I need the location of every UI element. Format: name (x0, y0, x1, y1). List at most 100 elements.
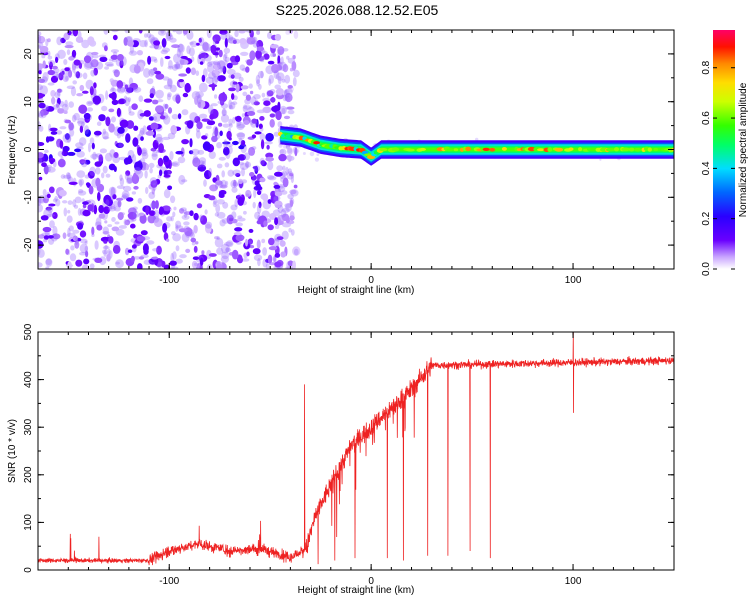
noise-blob (41, 162, 47, 168)
noise-blob (220, 32, 227, 40)
noise-blob (116, 87, 121, 93)
noise-blob (290, 189, 299, 197)
noise-blob (154, 209, 160, 219)
noise-blob (38, 262, 43, 268)
noise-blob (127, 97, 132, 103)
noise-blob (67, 200, 73, 205)
noise-blob (132, 137, 139, 147)
noise-blob (45, 104, 49, 111)
noise-blob (84, 245, 89, 253)
noise-blob (116, 107, 121, 117)
noise-blob (104, 66, 110, 70)
noise-blob (105, 90, 109, 100)
noise-blob (198, 82, 208, 93)
noise-dot (279, 149, 285, 154)
noise-blob (277, 49, 284, 55)
noise-blob (223, 139, 228, 150)
noise-blob (131, 244, 137, 249)
noise-blob (69, 123, 75, 131)
noise-blob (89, 137, 95, 145)
noise-blob (167, 79, 173, 88)
noise-blob (98, 205, 105, 214)
noise-blob (172, 30, 177, 33)
figure-title: S225.2026.088.12.52.E05 (276, 2, 439, 18)
noise-blob (45, 207, 51, 212)
noise-blob (46, 193, 51, 199)
noise-blob (198, 101, 202, 108)
noise-blob (152, 139, 159, 150)
noise-blob (224, 37, 228, 48)
noise-blob (49, 220, 55, 229)
noise-blob (281, 230, 289, 240)
noise-blob (160, 57, 164, 67)
noise-blob (72, 229, 80, 234)
noise-blob (66, 232, 76, 238)
noise-blob (70, 245, 75, 251)
noise-blob (226, 68, 236, 75)
noise-blob (91, 51, 99, 56)
noise-blob (284, 88, 293, 95)
noise-blob (118, 98, 126, 105)
noise-blob (117, 212, 124, 221)
noise-blob (179, 59, 189, 65)
noise-blob (236, 217, 246, 222)
noise-blob (105, 152, 113, 162)
noise-dot (316, 153, 320, 157)
noise-blob (56, 36, 63, 46)
noise-blob (65, 41, 74, 46)
noise-blob (85, 250, 89, 258)
noise-blob (68, 56, 75, 61)
noise-blob (273, 131, 280, 137)
noise-blob (228, 99, 233, 110)
noise-blob (113, 69, 120, 78)
noise-blob (289, 215, 295, 221)
noise-blob (284, 92, 293, 103)
noise-blob (160, 49, 168, 55)
noise-blob (237, 215, 243, 219)
noise-blob (189, 41, 194, 45)
noise-blob (239, 38, 247, 45)
noise-blob (198, 51, 207, 61)
noise-blob (241, 258, 250, 262)
noise-blob (94, 161, 102, 167)
noise-blob (188, 47, 195, 57)
noise-blob (87, 204, 94, 212)
noise-blob (111, 217, 116, 222)
noise-blob (87, 101, 96, 105)
noise-blob (49, 127, 58, 132)
noise-blob (267, 60, 275, 65)
noise-blob (149, 177, 158, 186)
noise-blob (162, 103, 167, 112)
noise-blob (132, 206, 138, 211)
noise-blob (169, 150, 174, 161)
noise-blob (226, 143, 234, 147)
noise-blob (139, 158, 146, 163)
noise-blob (217, 180, 224, 189)
noise-blob (67, 227, 71, 237)
noise-blob (56, 103, 59, 108)
noise-blob (83, 55, 92, 64)
noise-blob (224, 52, 228, 59)
noise-blob (56, 130, 63, 135)
noise-blob (254, 211, 261, 220)
noise-blob (177, 156, 186, 164)
noise-blob (79, 251, 87, 256)
noise-blob (238, 137, 243, 145)
noise-blob (72, 80, 77, 85)
noise-blob (92, 95, 102, 105)
noise-blob (180, 207, 187, 212)
noise-blob (38, 78, 46, 83)
noise-blob (85, 182, 91, 187)
noise-blob (79, 125, 84, 133)
signal-hotspot (537, 148, 545, 152)
noise-blob (216, 211, 226, 219)
noise-blob (84, 129, 91, 137)
noise-blob (159, 115, 166, 120)
noise-blob (102, 136, 110, 140)
noise-blob (149, 167, 153, 174)
noise-blob (181, 214, 190, 220)
noise-blob (98, 155, 104, 162)
noise-blob (107, 224, 113, 228)
noise-blob (83, 258, 90, 265)
noise-blob (54, 91, 61, 99)
